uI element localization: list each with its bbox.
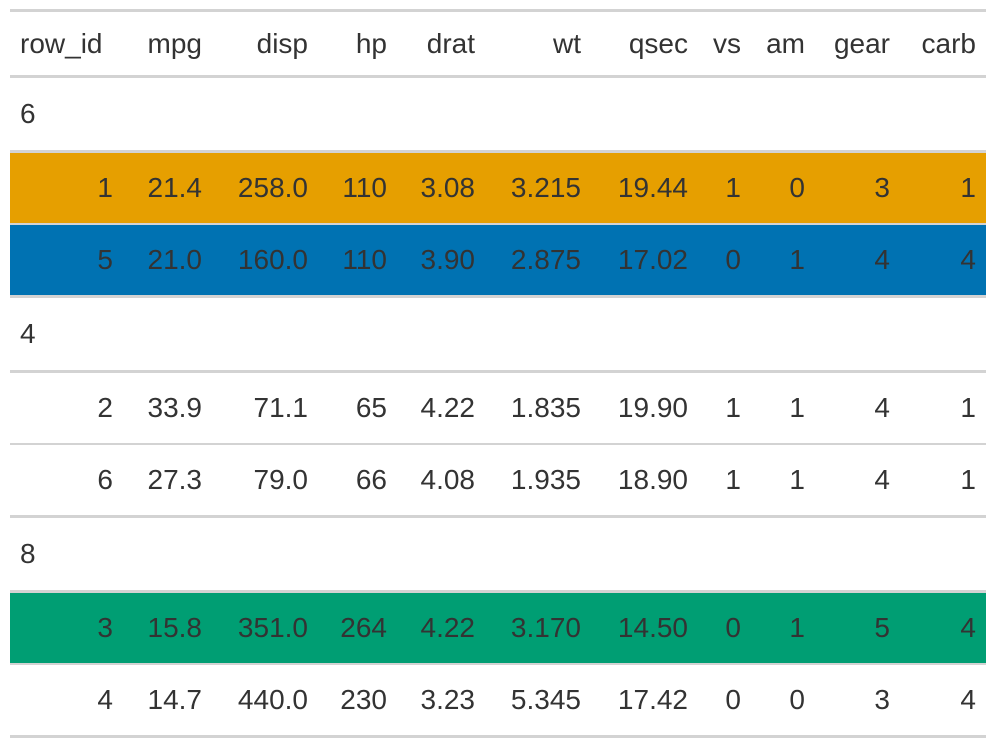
- cell-am: 0: [789, 172, 805, 203]
- cell-gear: 3: [874, 172, 890, 203]
- cell-gear: 4: [874, 244, 890, 275]
- cell-vs: 1: [725, 172, 741, 203]
- cell-gear: 4: [874, 464, 890, 495]
- column-header-wt: wt: [553, 27, 581, 59]
- cell-hp: 110: [342, 244, 387, 275]
- table-row: 3 15.8 351.0 264 4.22 3.170 14.50 0 1 5 4: [10, 591, 986, 664]
- column-header-carb: carb: [921, 27, 976, 59]
- data-table: row_id mpg disp hp drat wt qsec vs am gear carb 6 1…: [10, 9, 986, 738]
- cell-vs: 0: [725, 612, 741, 643]
- cell-drat: 3.08: [420, 172, 476, 203]
- group-label: 6: [20, 98, 36, 129]
- cell-carb: 4: [960, 684, 976, 715]
- table-row: 1 21.4 258.0 110 3.08 3.215 19.44 1 0 3 1: [10, 151, 986, 224]
- group-label: 4: [20, 318, 36, 349]
- cell-drat: 4.22: [420, 392, 476, 423]
- cell-row-id: 1: [97, 172, 113, 203]
- column-header-row-id: row_id: [20, 27, 103, 59]
- cell-mpg: 14.7: [147, 684, 203, 715]
- cell-carb: 1: [960, 392, 976, 423]
- table-row: 2 33.9 71.1 65 4.22 1.835 19.90 1 1 4 1: [10, 372, 986, 444]
- cell-gear: 4: [874, 392, 890, 423]
- cell-carb: 4: [960, 612, 976, 643]
- cell-wt: 3.170: [510, 612, 581, 643]
- cell-disp: 351.0: [237, 612, 308, 643]
- cell-mpg: 21.4: [147, 172, 203, 203]
- cell-hp: 230: [340, 684, 387, 715]
- cell-wt: 1.835: [510, 392, 581, 423]
- cell-vs: 0: [725, 244, 741, 275]
- cell-mpg: 15.8: [147, 612, 203, 643]
- column-header-mpg: mpg: [147, 27, 202, 59]
- cell-row-id: 4: [97, 684, 113, 715]
- cell-hp: 65: [355, 392, 387, 423]
- table-row: 4 14.7 440.0 230 3.23 5.345 17.42 0 0 3 4: [10, 664, 986, 737]
- cell-vs: 1: [725, 464, 741, 495]
- cell-disp: 79.0: [253, 464, 309, 495]
- cell-row-id: 5: [97, 244, 113, 275]
- table-row: 6 27.3 79.0 66 4.08 1.935 18.90 1 1 4 1: [10, 444, 986, 517]
- cell-disp: 71.1: [253, 392, 309, 423]
- cell-mpg: 27.3: [147, 464, 203, 495]
- cell-hp: 264: [340, 612, 387, 643]
- column-header-drat: drat: [426, 27, 475, 59]
- cell-am: 0: [789, 684, 805, 715]
- cell-wt: 1.935: [510, 464, 581, 495]
- cell-mpg: 33.9: [147, 392, 203, 423]
- cell-am: 1: [789, 464, 805, 495]
- cell-disp: 160.0: [237, 244, 308, 275]
- cell-wt: 2.875: [510, 244, 581, 275]
- header-row: row_id mpg disp hp drat wt qsec vs am gear carb: [10, 10, 986, 77]
- cell-carb: 1: [960, 464, 976, 495]
- cell-drat: 4.22: [420, 612, 476, 643]
- cell-qsec: 14.50: [617, 612, 688, 643]
- cell-am: 1: [789, 612, 805, 643]
- column-header-vs: vs: [713, 27, 741, 59]
- cell-gear: 5: [874, 612, 890, 643]
- cell-row-id: 2: [97, 392, 113, 423]
- cell-drat: 3.90: [420, 244, 476, 275]
- cell-wt: 5.345: [510, 684, 581, 715]
- cell-drat: 4.08: [420, 464, 476, 495]
- group-row: 8: [10, 517, 986, 592]
- column-header-qsec: qsec: [628, 27, 688, 59]
- cell-am: 1: [789, 244, 805, 275]
- column-header-gear: gear: [833, 27, 890, 59]
- cell-vs: 1: [725, 392, 741, 423]
- cell-drat: 3.23: [420, 684, 476, 715]
- group-label: 8: [20, 538, 36, 569]
- column-header-am: am: [766, 27, 805, 59]
- group-row: 4: [10, 297, 986, 372]
- cell-qsec: 18.90: [617, 464, 688, 495]
- cell-carb: 1: [960, 172, 976, 203]
- cell-mpg: 21.0: [147, 244, 203, 275]
- cell-row-id: 3: [97, 612, 113, 643]
- table-row: 5 21.0 160.0 110 3.90 2.875 17.02 0 1 4 4: [10, 224, 986, 297]
- cell-disp: 258.0: [237, 172, 308, 203]
- column-header-disp: disp: [256, 27, 308, 59]
- column-header-hp: hp: [355, 27, 387, 59]
- cell-row-id: 6: [97, 464, 113, 495]
- cell-qsec: 19.90: [617, 392, 688, 423]
- cell-gear: 3: [874, 684, 890, 715]
- cell-wt: 3.215: [510, 172, 581, 203]
- cell-qsec: 19.44: [617, 172, 688, 203]
- cell-qsec: 17.02: [617, 244, 688, 275]
- cell-hp: 110: [342, 172, 387, 203]
- cell-hp: 66: [355, 464, 387, 495]
- cell-am: 1: [789, 392, 805, 423]
- cell-qsec: 17.42: [617, 684, 688, 715]
- cell-vs: 0: [725, 684, 741, 715]
- group-row: 6: [10, 77, 986, 152]
- cell-carb: 4: [960, 244, 976, 275]
- cell-disp: 440.0: [237, 684, 308, 715]
